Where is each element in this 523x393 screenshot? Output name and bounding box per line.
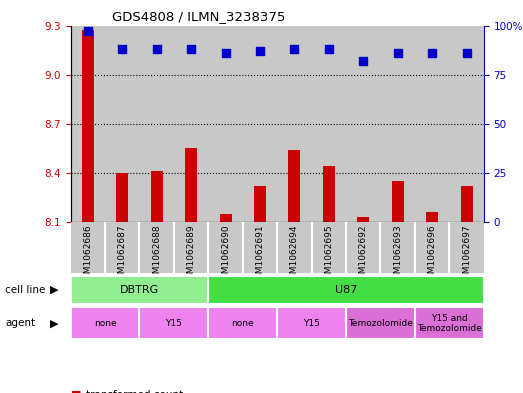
Bar bbox=[392, 181, 404, 222]
Bar bbox=[174, 26, 208, 222]
Bar bbox=[461, 186, 473, 222]
Bar bbox=[449, 222, 484, 273]
Text: Temozolomide: Temozolomide bbox=[348, 319, 413, 328]
Point bbox=[118, 46, 127, 52]
Point bbox=[221, 50, 230, 56]
Bar bbox=[151, 171, 163, 222]
Bar bbox=[381, 26, 415, 222]
Text: GSM1062689: GSM1062689 bbox=[187, 224, 196, 285]
Point bbox=[393, 50, 402, 56]
Bar bbox=[243, 26, 277, 222]
Bar bbox=[357, 217, 369, 222]
Text: GSM1062697: GSM1062697 bbox=[462, 224, 471, 285]
Bar bbox=[277, 307, 346, 339]
Bar bbox=[208, 222, 243, 273]
Point bbox=[256, 48, 264, 54]
Text: transformed count: transformed count bbox=[86, 390, 184, 393]
Bar bbox=[174, 222, 208, 273]
Bar bbox=[220, 214, 232, 222]
Bar bbox=[140, 307, 208, 339]
Bar bbox=[312, 222, 346, 273]
Text: Y15: Y15 bbox=[303, 319, 320, 328]
Text: GSM1062696: GSM1062696 bbox=[428, 224, 437, 285]
Text: Y15 and
Temozolomide: Y15 and Temozolomide bbox=[417, 314, 482, 333]
Point bbox=[290, 46, 299, 52]
Bar bbox=[243, 222, 277, 273]
Bar bbox=[346, 26, 381, 222]
Point bbox=[462, 50, 471, 56]
Bar bbox=[140, 222, 174, 273]
Point bbox=[84, 28, 92, 35]
Bar bbox=[323, 166, 335, 222]
Bar bbox=[105, 26, 140, 222]
Bar bbox=[254, 186, 266, 222]
Text: DBTRG: DBTRG bbox=[120, 285, 159, 295]
Text: Y15: Y15 bbox=[165, 319, 183, 328]
Text: GSM1062687: GSM1062687 bbox=[118, 224, 127, 285]
Bar bbox=[381, 222, 415, 273]
Bar bbox=[208, 307, 277, 339]
Text: ▶: ▶ bbox=[50, 318, 58, 328]
Bar bbox=[71, 276, 208, 304]
Point bbox=[187, 46, 195, 52]
Text: GSM1062691: GSM1062691 bbox=[255, 224, 265, 285]
Text: none: none bbox=[94, 319, 116, 328]
Text: GSM1062686: GSM1062686 bbox=[83, 224, 93, 285]
Bar bbox=[116, 173, 128, 222]
Bar bbox=[71, 307, 140, 339]
Text: GSM1062690: GSM1062690 bbox=[221, 224, 230, 285]
Bar bbox=[312, 26, 346, 222]
Point bbox=[325, 46, 333, 52]
Bar bbox=[208, 276, 484, 304]
Text: GDS4808 / ILMN_3238375: GDS4808 / ILMN_3238375 bbox=[112, 10, 286, 23]
Bar bbox=[277, 26, 312, 222]
Bar bbox=[415, 307, 484, 339]
Text: none: none bbox=[232, 319, 254, 328]
Bar bbox=[288, 150, 300, 222]
Bar bbox=[415, 26, 449, 222]
Bar bbox=[140, 26, 174, 222]
Bar bbox=[346, 307, 415, 339]
Point bbox=[359, 58, 368, 64]
Text: ■: ■ bbox=[71, 390, 81, 393]
Bar bbox=[185, 148, 197, 222]
Text: GSM1062695: GSM1062695 bbox=[324, 224, 333, 285]
Text: cell line: cell line bbox=[5, 285, 46, 295]
Text: GSM1062694: GSM1062694 bbox=[290, 224, 299, 285]
Bar bbox=[71, 26, 105, 222]
Text: ▶: ▶ bbox=[50, 285, 58, 295]
Bar bbox=[346, 222, 381, 273]
Bar bbox=[449, 26, 484, 222]
Bar bbox=[208, 26, 243, 222]
Bar bbox=[105, 222, 140, 273]
Text: GSM1062692: GSM1062692 bbox=[359, 224, 368, 285]
Bar bbox=[277, 222, 312, 273]
Text: GSM1062693: GSM1062693 bbox=[393, 224, 402, 285]
Bar bbox=[415, 222, 449, 273]
Point bbox=[153, 46, 161, 52]
Bar bbox=[82, 30, 94, 222]
Text: GSM1062688: GSM1062688 bbox=[152, 224, 161, 285]
Point bbox=[428, 50, 436, 56]
Text: U87: U87 bbox=[335, 285, 357, 295]
Bar bbox=[426, 212, 438, 222]
Text: agent: agent bbox=[5, 318, 36, 328]
Bar bbox=[71, 222, 105, 273]
